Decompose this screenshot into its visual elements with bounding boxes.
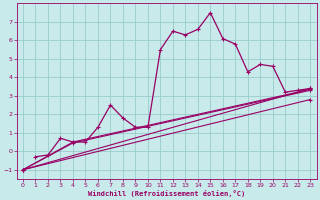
X-axis label: Windchill (Refroidissement éolien,°C): Windchill (Refroidissement éolien,°C) [88, 190, 245, 197]
